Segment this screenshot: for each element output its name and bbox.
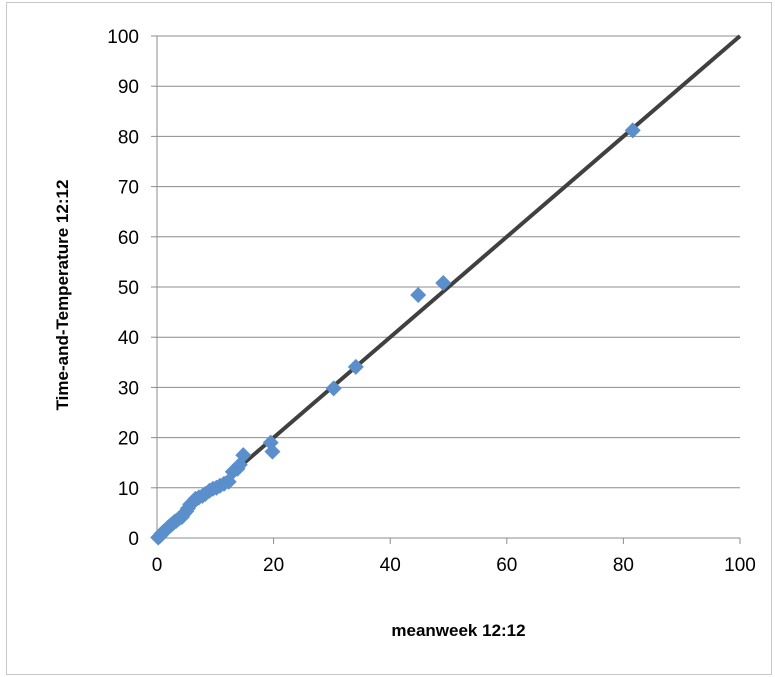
x-tick-labels: 0 20 40 60 80 100: [152, 555, 756, 576]
x-tick-label: 40: [380, 555, 401, 576]
data-point: [624, 122, 641, 139]
y-tick-label: 80: [118, 127, 139, 148]
data-point: [347, 358, 364, 375]
reference-line: [155, 34, 742, 540]
data-points: [150, 122, 641, 546]
y-tick-label: 40: [118, 328, 139, 349]
data-point: [435, 274, 452, 291]
data-point: [235, 447, 252, 464]
x-tick-label: 60: [496, 555, 517, 576]
x-tick-label: 20: [263, 555, 284, 576]
y-tick-label: 70: [118, 178, 139, 199]
axes: [151, 35, 741, 544]
y-tick-label: 10: [118, 479, 139, 500]
y-tick-label: 60: [118, 228, 139, 249]
y-tick-label: 50: [118, 278, 139, 299]
x-axis-title: meanweek 12:12: [391, 621, 525, 640]
y-tick-label: 90: [118, 77, 139, 98]
y-tick-label: 20: [118, 429, 139, 450]
x-tick-label: 100: [724, 555, 756, 576]
y-tick-label: 30: [118, 378, 139, 399]
x-tick-label: 0: [152, 555, 163, 576]
reference-line-group: [155, 34, 742, 540]
gridlines: [157, 35, 740, 489]
y-tick-label: 0: [128, 529, 139, 550]
data-point: [325, 380, 342, 397]
y-tick-label: 100: [107, 27, 139, 48]
x-tick-label: 80: [613, 555, 634, 576]
y-axis-title: Time-and-Temperature 12:12: [53, 180, 72, 411]
data-point: [410, 287, 427, 304]
data-point: [264, 443, 281, 460]
y-tick-labels: 0 10 20 30 40 50 60 70 80 90 100: [107, 27, 139, 550]
